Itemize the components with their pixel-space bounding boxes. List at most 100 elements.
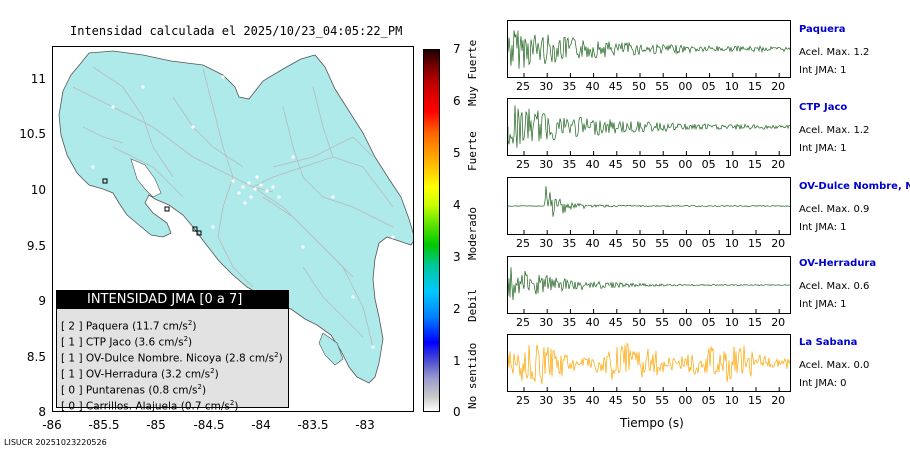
legend-value: (2.8 cm/s [224,352,275,365]
legend-station: CTP Jaco [85,336,132,349]
legend-row: [ 2 ] Paquera (11.7 cm/s2) [57,315,288,333]
time-tick-label: 15 [748,237,762,250]
time-tick-label: 50 [632,158,646,171]
time-tick-label: 00 [678,237,693,250]
legend-close: ) [202,384,207,397]
legend-close: ) [188,336,193,349]
map-title: Intensidad calculada el 2025/10/23_04:05… [70,24,403,38]
station-accel: Acel. Max. 0.0 [799,360,870,371]
time-tick-label: 05 [701,80,716,93]
time-tick-label: 05 [701,316,716,329]
time-tick-label: 35 [562,80,577,93]
intensity-legend: INTENSIDAD JMA [0 a 7] [ 2 ] Paquera (11… [56,290,289,413]
y-tick-label: 9.5 [26,239,46,253]
time-tick-label: 50 [632,237,646,250]
time-tick-label: 00 [678,316,693,329]
station-name: La Sabana [799,337,858,348]
time-tick-label: 55 [655,237,670,250]
time-tick-label: 15 [748,394,762,407]
time-tick-label: 25 [516,394,530,407]
time-tick-label: 55 [655,80,670,93]
time-tick-label: 20 [771,237,786,250]
colorbar-tick: 7 [453,42,461,56]
time-tick-label: 10 [724,316,739,329]
y-tick-label: 11 [30,72,46,86]
station-name: OV-Herradura [799,258,877,269]
station-accel: Acel. Max. 1.2 [799,125,870,136]
station-name: OV-Dulce Nombre, Nicoya [799,181,910,192]
station-name: CTP Jaco [799,102,848,113]
legend-row: [ 1 ] OV-Herradura (3.2 cm/s2) [57,363,288,381]
legend-row: [ 1 ] CTP Jaco (3.6 cm/s2) [57,331,288,349]
time-tick-label: 25 [516,316,530,329]
time-tick-label: 20 [771,80,786,93]
legend-title: INTENSIDAD JMA [0 a 7] [57,291,288,309]
legend-station: Carrillos. Alajuela [85,400,178,413]
colorbar-tick: 0 [453,405,461,419]
time-tick-label: 00 [678,394,693,407]
station-jma: Int JMA: 1 [799,222,847,233]
legend-value: (0.7 cm/s [180,400,230,413]
y-tick-label: 10 [30,183,46,197]
colorbar-category: Debil [466,288,479,322]
time-tick-label: 15 [748,158,762,171]
osa-peninsula [318,332,344,366]
y-tick-label: 8 [38,405,46,419]
legend-code: [ 2 ] [61,320,83,333]
time-tick-label: 10 [724,394,739,407]
x-tick-label: -86 [42,418,62,432]
colorbar-tick: 1 [453,354,461,368]
waveform-trace [508,186,790,217]
legend-value: (3.2 cm/s [161,368,211,381]
x-tick-label: -85 [146,418,166,432]
time-tick-label: 15 [748,316,762,329]
time-tick-label: 20 [771,394,786,407]
colorbar-category: Muy Fuerte [466,39,479,107]
time-tick-label: 25 [516,80,530,93]
highlighted-stations [102,178,202,236]
legend-row: [ 1 ] OV-Dulce Nombre. Nicoya (2.8 cm/s2… [57,347,288,365]
time-tick-label: 50 [632,316,646,329]
time-tick-label: 45 [608,158,623,171]
legend-unit-sup: 2 [229,399,235,407]
time-tick-label: 40 [585,316,600,329]
legend-code: [ 1 ] [61,336,83,349]
waveform-panel [507,334,791,392]
station-jma: Int JMA: 1 [799,143,847,154]
legend-close: ) [278,352,283,365]
time-tick-label: 10 [724,80,739,93]
time-tick-label: 35 [562,237,577,250]
time-tick-label: 45 [608,237,623,250]
time-tick-label: 55 [655,394,670,407]
legend-unit-sup: 2 [183,335,189,343]
colorbar-tick: 4 [453,198,461,212]
x-tick-label: -84 [251,418,271,432]
legend-unit-sup: 2 [210,367,215,375]
station-jma: Int JMA: 0 [799,378,847,389]
time-tick-label: 00 [678,158,693,171]
time-tick-label: 25 [516,237,530,250]
station-jma: Int JMA: 1 [799,65,847,76]
legend-value: (3.6 cm/s [134,336,184,349]
legend-station: Puntarenas [85,384,146,397]
x-tick-label: -83.5 [297,418,329,432]
time-tick-label: 55 [655,158,670,171]
y-tick-label: 10.5 [19,127,46,141]
y-tick-label: 8.5 [26,350,46,364]
time-tick-label: 50 [632,80,646,93]
time-tick-label: 05 [701,158,716,171]
legend-close: ) [214,368,219,381]
time-tick-label: 00 [678,80,693,93]
time-tick-label: 20 [771,158,786,171]
legend-station: Paquera [85,320,129,333]
legend-code: [ 1 ] [61,368,83,381]
legend-value: (11.7 cm/s [132,320,188,333]
y-tick-label: 9 [38,294,46,308]
legend-unit-sup: 2 [274,351,279,359]
costa-rica-landmass [58,50,413,384]
colorbar-tick: 5 [453,146,461,160]
time-tick-label: 15 [748,80,762,93]
time-tick-label: 30 [539,237,554,250]
time-tick-label: 35 [562,316,577,329]
time-tick-label: 35 [562,394,577,407]
